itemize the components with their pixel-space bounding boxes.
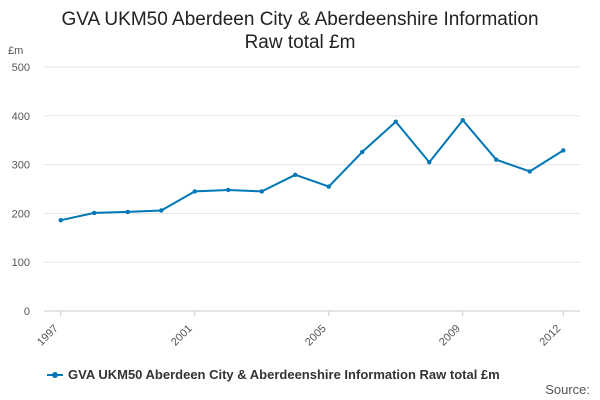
chart-title-line-1: GVA UKM50 Aberdeen City & Aberdeenshire … (61, 9, 539, 30)
x-tick-label: 2005 (303, 323, 329, 349)
y-tick-label: 500 (12, 62, 30, 74)
legend-swatch-icon (47, 370, 63, 380)
chart-title: GVA UKM50 Aberdeen City & Aberdeenshire … (0, 8, 600, 54)
data-point[interactable] (92, 210, 97, 216)
y-tick-label: 400 (12, 111, 30, 123)
y-tick-label: 300 (12, 160, 30, 172)
x-tick-label: 2012 (538, 323, 564, 349)
x-axis-ticks: 1997 2001 2005 2009 2012 (35, 311, 564, 349)
data-point[interactable] (494, 157, 499, 162)
data-point[interactable] (226, 187, 231, 193)
y-tick-label: 200 (12, 208, 30, 220)
y-axis-unit-label: £m (8, 45, 24, 57)
data-point[interactable] (561, 148, 566, 153)
x-tick-label: 2009 (437, 323, 463, 349)
data-point[interactable] (527, 169, 532, 174)
source-label: Source: (545, 382, 590, 397)
series-line (60, 119, 564, 222)
series-layer (58, 117, 566, 223)
y-tick-label: 100 (12, 257, 30, 269)
data-point[interactable] (125, 209, 130, 215)
x-tick-label: 1997 (35, 323, 61, 349)
chart-title-line-2: Raw total £m (244, 32, 356, 53)
legend-label: GVA UKM50 Aberdeen City & Aberdeenshire … (68, 367, 500, 382)
x-tick-label: 2001 (169, 323, 195, 349)
gridlines (44, 66, 580, 312)
y-axis-ticks: 0 100 200 300 400 500 (12, 62, 30, 318)
data-point[interactable] (259, 189, 264, 194)
y-tick-label: 0 (24, 306, 30, 318)
data-point[interactable] (360, 149, 365, 155)
legend[interactable]: GVA UKM50 Aberdeen City & Aberdeenshire … (47, 367, 500, 382)
data-point[interactable] (293, 172, 298, 178)
data-point[interactable] (460, 117, 465, 123)
data-point[interactable] (58, 218, 63, 223)
data-point[interactable] (192, 189, 197, 194)
data-point[interactable] (427, 159, 432, 165)
data-point[interactable] (326, 184, 331, 189)
data-point[interactable] (393, 119, 398, 124)
data-point[interactable] (159, 208, 164, 213)
